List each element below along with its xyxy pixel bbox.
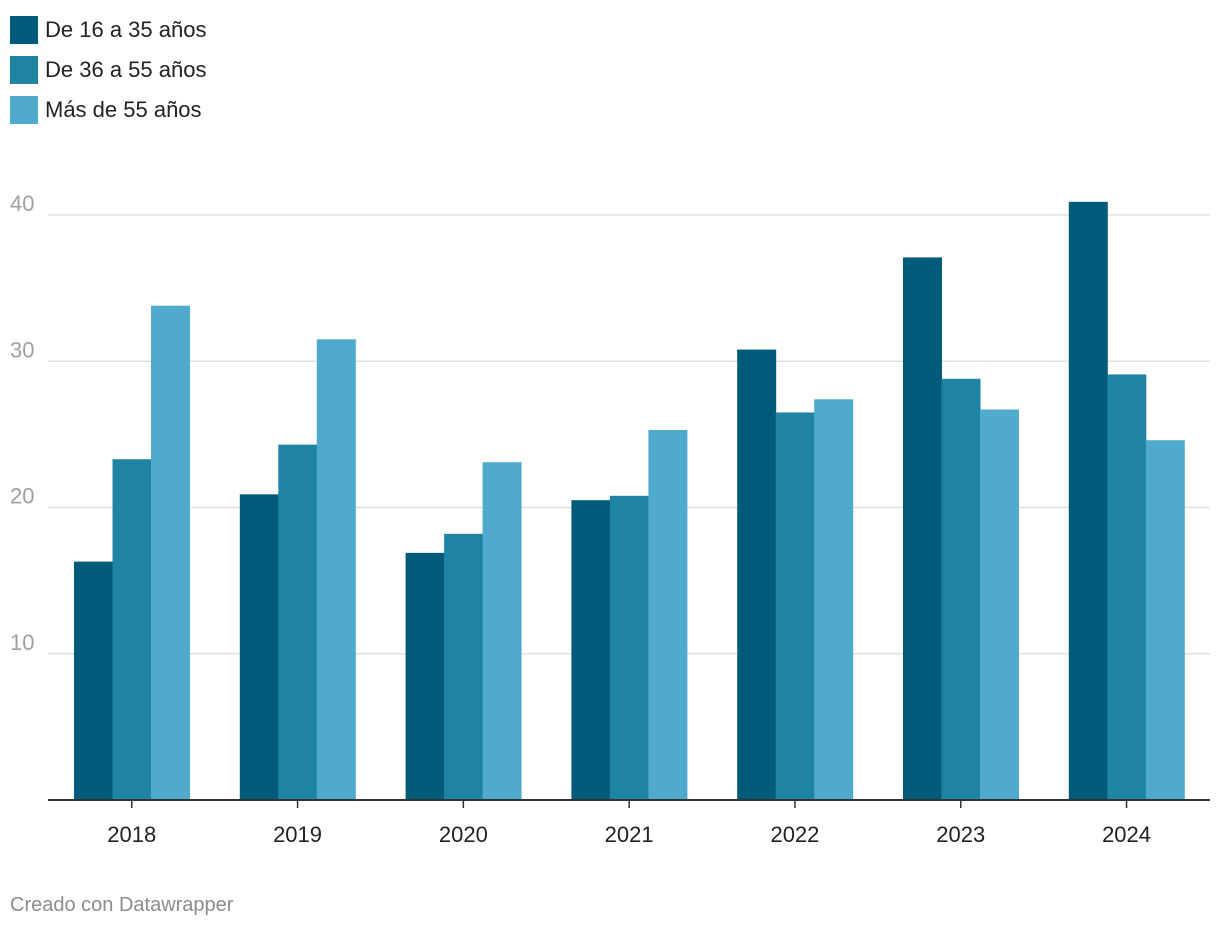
bar-2024-series-1 (1068, 201, 1108, 800)
bar-2020-series-1 (405, 552, 445, 800)
bar-2019-series-2 (278, 444, 318, 800)
legend-label-16-35: De 16 a 35 años (45, 17, 207, 42)
bar-2023-series-3 (980, 409, 1019, 800)
bar-2022-series-3 (814, 399, 854, 800)
bar-2021-series-2 (609, 495, 649, 800)
legend-item-55-plus: Más de 55 años (10, 90, 206, 130)
bar-2020-series-2 (444, 533, 484, 800)
bar-2018-series-2 (112, 459, 152, 800)
legend-item-36-55: De 36 a 55 años (10, 50, 206, 90)
y-tick-label: 20 (10, 484, 34, 509)
bar-2019-series-1 (239, 494, 279, 800)
bar-2022-series-1 (737, 349, 777, 800)
credit-text: Creado con Datawrapper (10, 894, 234, 916)
bar-2024-series-2 (1107, 374, 1147, 800)
bar-2021-series-3 (648, 429, 688, 800)
x-tick-label: 2024 (1102, 822, 1151, 847)
bar-2018-series-3 (151, 305, 190, 800)
x-tick-label: 2018 (107, 822, 156, 847)
y-tick-label: 10 (10, 630, 34, 655)
y-tick-label: 30 (10, 337, 34, 362)
bar-2023-series-2 (941, 378, 981, 800)
x-tick-label: 2020 (439, 822, 488, 847)
bar-2021-series-1 (571, 500, 611, 800)
legend-label-55-plus: Más de 55 años (45, 97, 202, 122)
legend-swatch-36-55 (10, 56, 38, 84)
legend-label-36-55: De 36 a 55 años (45, 57, 207, 82)
x-tick-label: 2023 (936, 822, 985, 847)
bar-2024-series-3 (1145, 440, 1185, 800)
bar-2022-series-2 (775, 412, 815, 800)
legend-item-16-35: De 16 a 35 años (10, 10, 206, 50)
x-tick-label: 2022 (770, 822, 819, 847)
y-tick-label: 40 (10, 191, 34, 216)
legend: De 16 a 35 años De 36 a 55 años Más de 5… (10, 10, 206, 130)
bar-2023-series-1 (903, 257, 942, 801)
bar-2019-series-3 (316, 339, 356, 800)
x-tick-label: 2021 (605, 822, 654, 847)
bar-2018-series-1 (74, 561, 113, 800)
x-tick-label: 2019 (273, 822, 322, 847)
legend-swatch-16-35 (10, 16, 38, 44)
legend-swatch-55-plus (10, 96, 38, 124)
bar-2020-series-3 (482, 462, 522, 800)
